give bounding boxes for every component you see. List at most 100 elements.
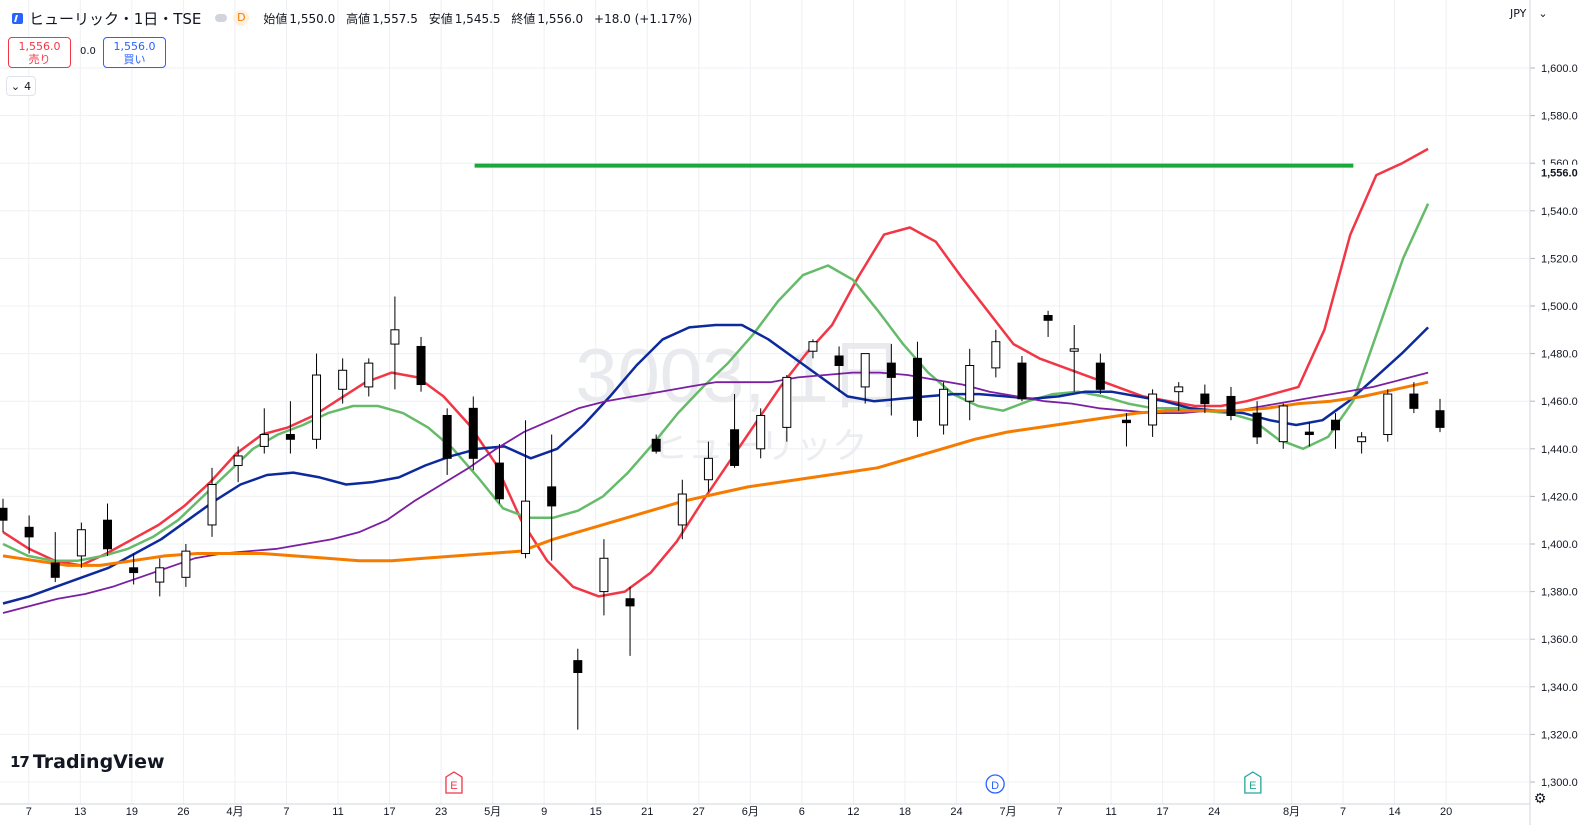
candle[interactable] [939,382,949,435]
candle-body [207,484,217,526]
candle[interactable] [599,539,609,616]
x-tick-label: 6月 [742,806,759,818]
sell-price: 1,556.0 [18,40,61,53]
candle[interactable] [233,446,243,483]
candle[interactable] [677,479,687,540]
candle-body [625,598,635,607]
candle-body [547,486,557,507]
candle[interactable] [703,441,713,492]
event-marker-d[interactable]: D [985,774,1005,794]
low-label: 安値 [428,11,453,26]
candle[interactable] [912,341,922,437]
currency-selector[interactable]: JPY ⌄ [1510,7,1548,20]
candle-body [939,388,949,426]
candle[interactable] [364,358,374,397]
candle[interactable] [1200,384,1210,414]
candle[interactable] [0,498,8,533]
candle[interactable] [129,553,139,585]
candle[interactable] [1330,413,1340,449]
candle[interactable] [24,515,34,554]
candle-body [677,493,687,526]
candle[interactable] [1043,310,1053,337]
event-marker-e[interactable]: E [1244,771,1262,794]
candle[interactable] [155,558,165,597]
candle[interactable] [782,375,792,442]
y-tick-label: 1,380.0 [1541,587,1578,599]
candle[interactable] [1252,401,1262,445]
candle[interactable] [1148,389,1158,437]
settings-gear-icon[interactable]: ⚙ [1533,791,1547,807]
candle[interactable] [1095,353,1105,395]
candle[interactable] [1383,389,1393,442]
candle-body [1226,395,1236,416]
candle[interactable] [1174,382,1184,411]
candle-body [756,414,766,450]
low-value: 1,545.5 [454,11,501,26]
x-tick-label: 18 [899,806,911,818]
candle[interactable] [207,467,217,537]
buy-button[interactable]: 1,556.0 買い [103,37,166,68]
candle[interactable] [965,348,975,421]
symbol-logo-icon[interactable] [12,12,23,24]
candle[interactable] [991,329,1001,378]
x-tick-label: 7 [283,806,289,818]
candle-body [416,345,426,386]
last-price-tag [1531,164,1589,181]
visibility-toggle-icon[interactable] [215,14,228,22]
candle[interactable] [1226,386,1236,421]
indicators-toggle[interactable]: ⌄ 4 [6,76,36,96]
candle[interactable] [625,586,635,656]
candle[interactable] [651,434,661,454]
candle[interactable] [76,522,86,568]
event-marker-e[interactable]: E [445,771,463,794]
tradingview-logo[interactable]: 17 TradingView [10,751,165,773]
candle-body [76,529,86,557]
candle-body [285,434,295,440]
candle[interactable] [1357,432,1367,454]
candle[interactable] [468,396,478,471]
candle[interactable] [442,408,452,475]
candle-body [50,562,60,578]
candle[interactable] [312,353,322,449]
candle[interactable] [338,358,348,404]
candle[interactable] [1435,398,1445,433]
high-label: 高値 [346,11,371,26]
candle[interactable] [416,336,426,392]
candle[interactable] [259,408,269,454]
sell-label: 売り [28,53,51,66]
candle[interactable] [886,344,896,416]
candle[interactable] [494,444,504,504]
symbol-title[interactable]: ヒューリック・1日・TSE [29,9,202,28]
candle-body [1043,315,1053,321]
candle[interactable] [50,532,60,583]
candle[interactable] [1409,382,1419,414]
candle[interactable] [1304,422,1314,447]
candle[interactable] [573,648,583,730]
candle-body [1121,419,1131,424]
candle-body [1148,393,1158,426]
candle[interactable] [756,408,766,459]
ma-line-4 [2,371,1429,614]
interval-badge[interactable]: D [233,10,250,26]
candle[interactable] [1069,325,1079,392]
candle[interactable] [1017,355,1027,402]
spread-value: 0.0 [80,46,96,57]
candle[interactable] [808,339,818,359]
sell-button[interactable]: 1,556.0 売り [8,37,71,68]
candle[interactable] [860,353,870,404]
chart-header: ヒューリック・1日・TSE D 始値 1,550.0 高値 1,557.5 安値 1,… [0,0,692,36]
candle-body [233,455,243,466]
candle[interactable] [1121,413,1131,447]
x-tick-label: 26 [177,806,189,818]
candle[interactable] [181,544,191,587]
candle[interactable] [834,346,844,392]
candle[interactable] [103,503,113,556]
candle[interactable] [285,401,295,454]
candle[interactable] [730,394,740,468]
candle[interactable] [521,420,531,559]
candle[interactable] [390,296,400,390]
candle[interactable] [1278,403,1288,449]
candle-body [860,353,870,388]
candle[interactable] [547,434,557,561]
